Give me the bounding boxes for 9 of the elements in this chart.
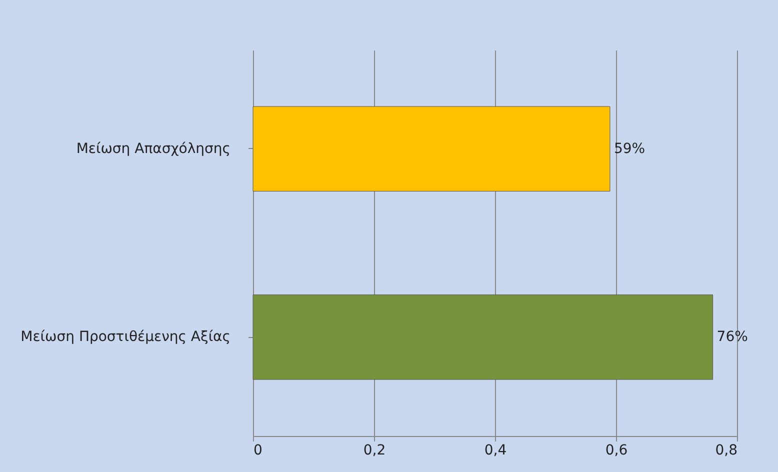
data-label: 59%: [614, 140, 646, 157]
x-tick-label: 0,4: [484, 442, 507, 458]
x-tick-label: 0,8: [715, 442, 738, 458]
x-tick-label: 0,2: [363, 442, 386, 458]
data-label: 76%: [716, 329, 748, 346]
y-tick-label: Μείωση Προστιθέμενης Αξίας: [20, 329, 230, 346]
x-tick-label: 0: [254, 442, 262, 458]
y-tick-label: Μείωση Απασχόλησης: [76, 140, 230, 157]
x-tick-label: 0,6: [605, 442, 628, 458]
